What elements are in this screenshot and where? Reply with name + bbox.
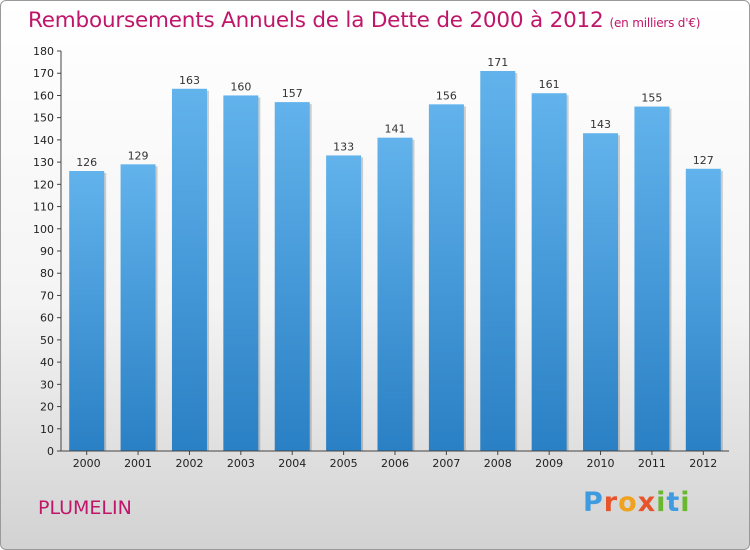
bar [428, 104, 464, 451]
bar [583, 133, 619, 451]
x-tick-label: 2000 [73, 457, 101, 470]
x-tick-label: 2010 [587, 457, 615, 470]
y-tick-label: 140 [33, 134, 54, 147]
bar [685, 168, 721, 451]
x-tick-label: 2007 [432, 457, 460, 470]
bar [69, 171, 105, 451]
y-tick-label: 100 [33, 223, 54, 236]
data-label: 160 [230, 80, 251, 93]
data-label: 133 [333, 140, 354, 153]
data-label: 156 [436, 89, 457, 102]
proxiti-logo[interactable]: Proxiti [583, 487, 691, 518]
y-tick-label: 170 [33, 67, 54, 80]
data-label: 126 [76, 156, 97, 169]
y-tick-label: 150 [33, 112, 54, 125]
y-tick-label: 10 [40, 423, 54, 436]
data-label: 171 [487, 56, 508, 69]
logo-letter: i [656, 487, 667, 518]
logo-letter: x [637, 487, 657, 518]
data-label: 141 [385, 123, 406, 136]
x-axis: 2000 2001 2002 2003 2004 2005 2006 2007 2008 2009… [61, 450, 729, 470]
y-tick-label: 30 [40, 378, 54, 391]
bar [326, 155, 362, 451]
bar [171, 88, 207, 452]
chart-title: Remboursements Annuels de la Dette de 20… [28, 8, 700, 33]
data-label: 143 [590, 118, 611, 131]
x-tick-label: 2001 [124, 457, 152, 470]
logo-letter: P [583, 487, 604, 518]
y-tick-label: 80 [40, 267, 54, 280]
y-tick-label: 110 [33, 201, 54, 214]
bar [531, 93, 567, 451]
logo-letter: o [618, 487, 638, 518]
data-label: 127 [693, 154, 714, 167]
bar [120, 164, 156, 452]
logo-letter: r [603, 487, 619, 518]
bar [634, 106, 670, 452]
logo-letter: i [680, 487, 691, 518]
y-tick-label: 70 [40, 289, 54, 302]
x-tick-label: 2006 [381, 457, 409, 470]
y-tick-label: 0 [47, 445, 54, 458]
x-tick-label: 2008 [484, 457, 512, 470]
x-tick-label: 2012 [689, 457, 717, 470]
bar [377, 137, 413, 451]
bar [480, 71, 516, 451]
bars-group: 126 129 163 160 157 133 141 156 171 161 143 155 127 [69, 56, 723, 452]
x-tick-label: 2009 [535, 457, 563, 470]
data-label: 163 [179, 74, 200, 87]
y-tick-label: 90 [40, 245, 54, 258]
x-tick-label: 2003 [227, 457, 255, 470]
data-label: 161 [539, 78, 560, 91]
y-tick-label: 180 [33, 45, 54, 58]
title-text: Remboursements Annuels de la Dette de 20… [28, 8, 604, 33]
y-axis: 0 10 20 30 40 50 60 70 80 90 100 110 120 130 140 150 160… [33, 45, 62, 458]
data-label: 155 [641, 92, 662, 105]
chart-subtitle: (en milliers d'€) [609, 16, 701, 30]
bar [274, 102, 310, 451]
commune-name: PLUMELIN [38, 497, 132, 519]
y-tick-label: 130 [33, 156, 54, 169]
x-tick-label: 2002 [175, 457, 203, 470]
logo-letter: t [666, 487, 681, 518]
data-label: 157 [282, 87, 303, 100]
y-tick-label: 60 [40, 312, 54, 325]
x-tick-label: 2005 [330, 457, 358, 470]
y-tick-label: 160 [33, 89, 54, 102]
x-tick-label: 2011 [638, 457, 666, 470]
y-tick-label: 40 [40, 356, 54, 369]
data-label: 129 [128, 149, 149, 162]
bar [223, 95, 259, 451]
y-tick-label: 50 [40, 334, 54, 347]
x-tick-label: 2004 [278, 457, 306, 470]
y-tick-label: 120 [33, 178, 54, 191]
y-tick-label: 20 [40, 401, 54, 414]
